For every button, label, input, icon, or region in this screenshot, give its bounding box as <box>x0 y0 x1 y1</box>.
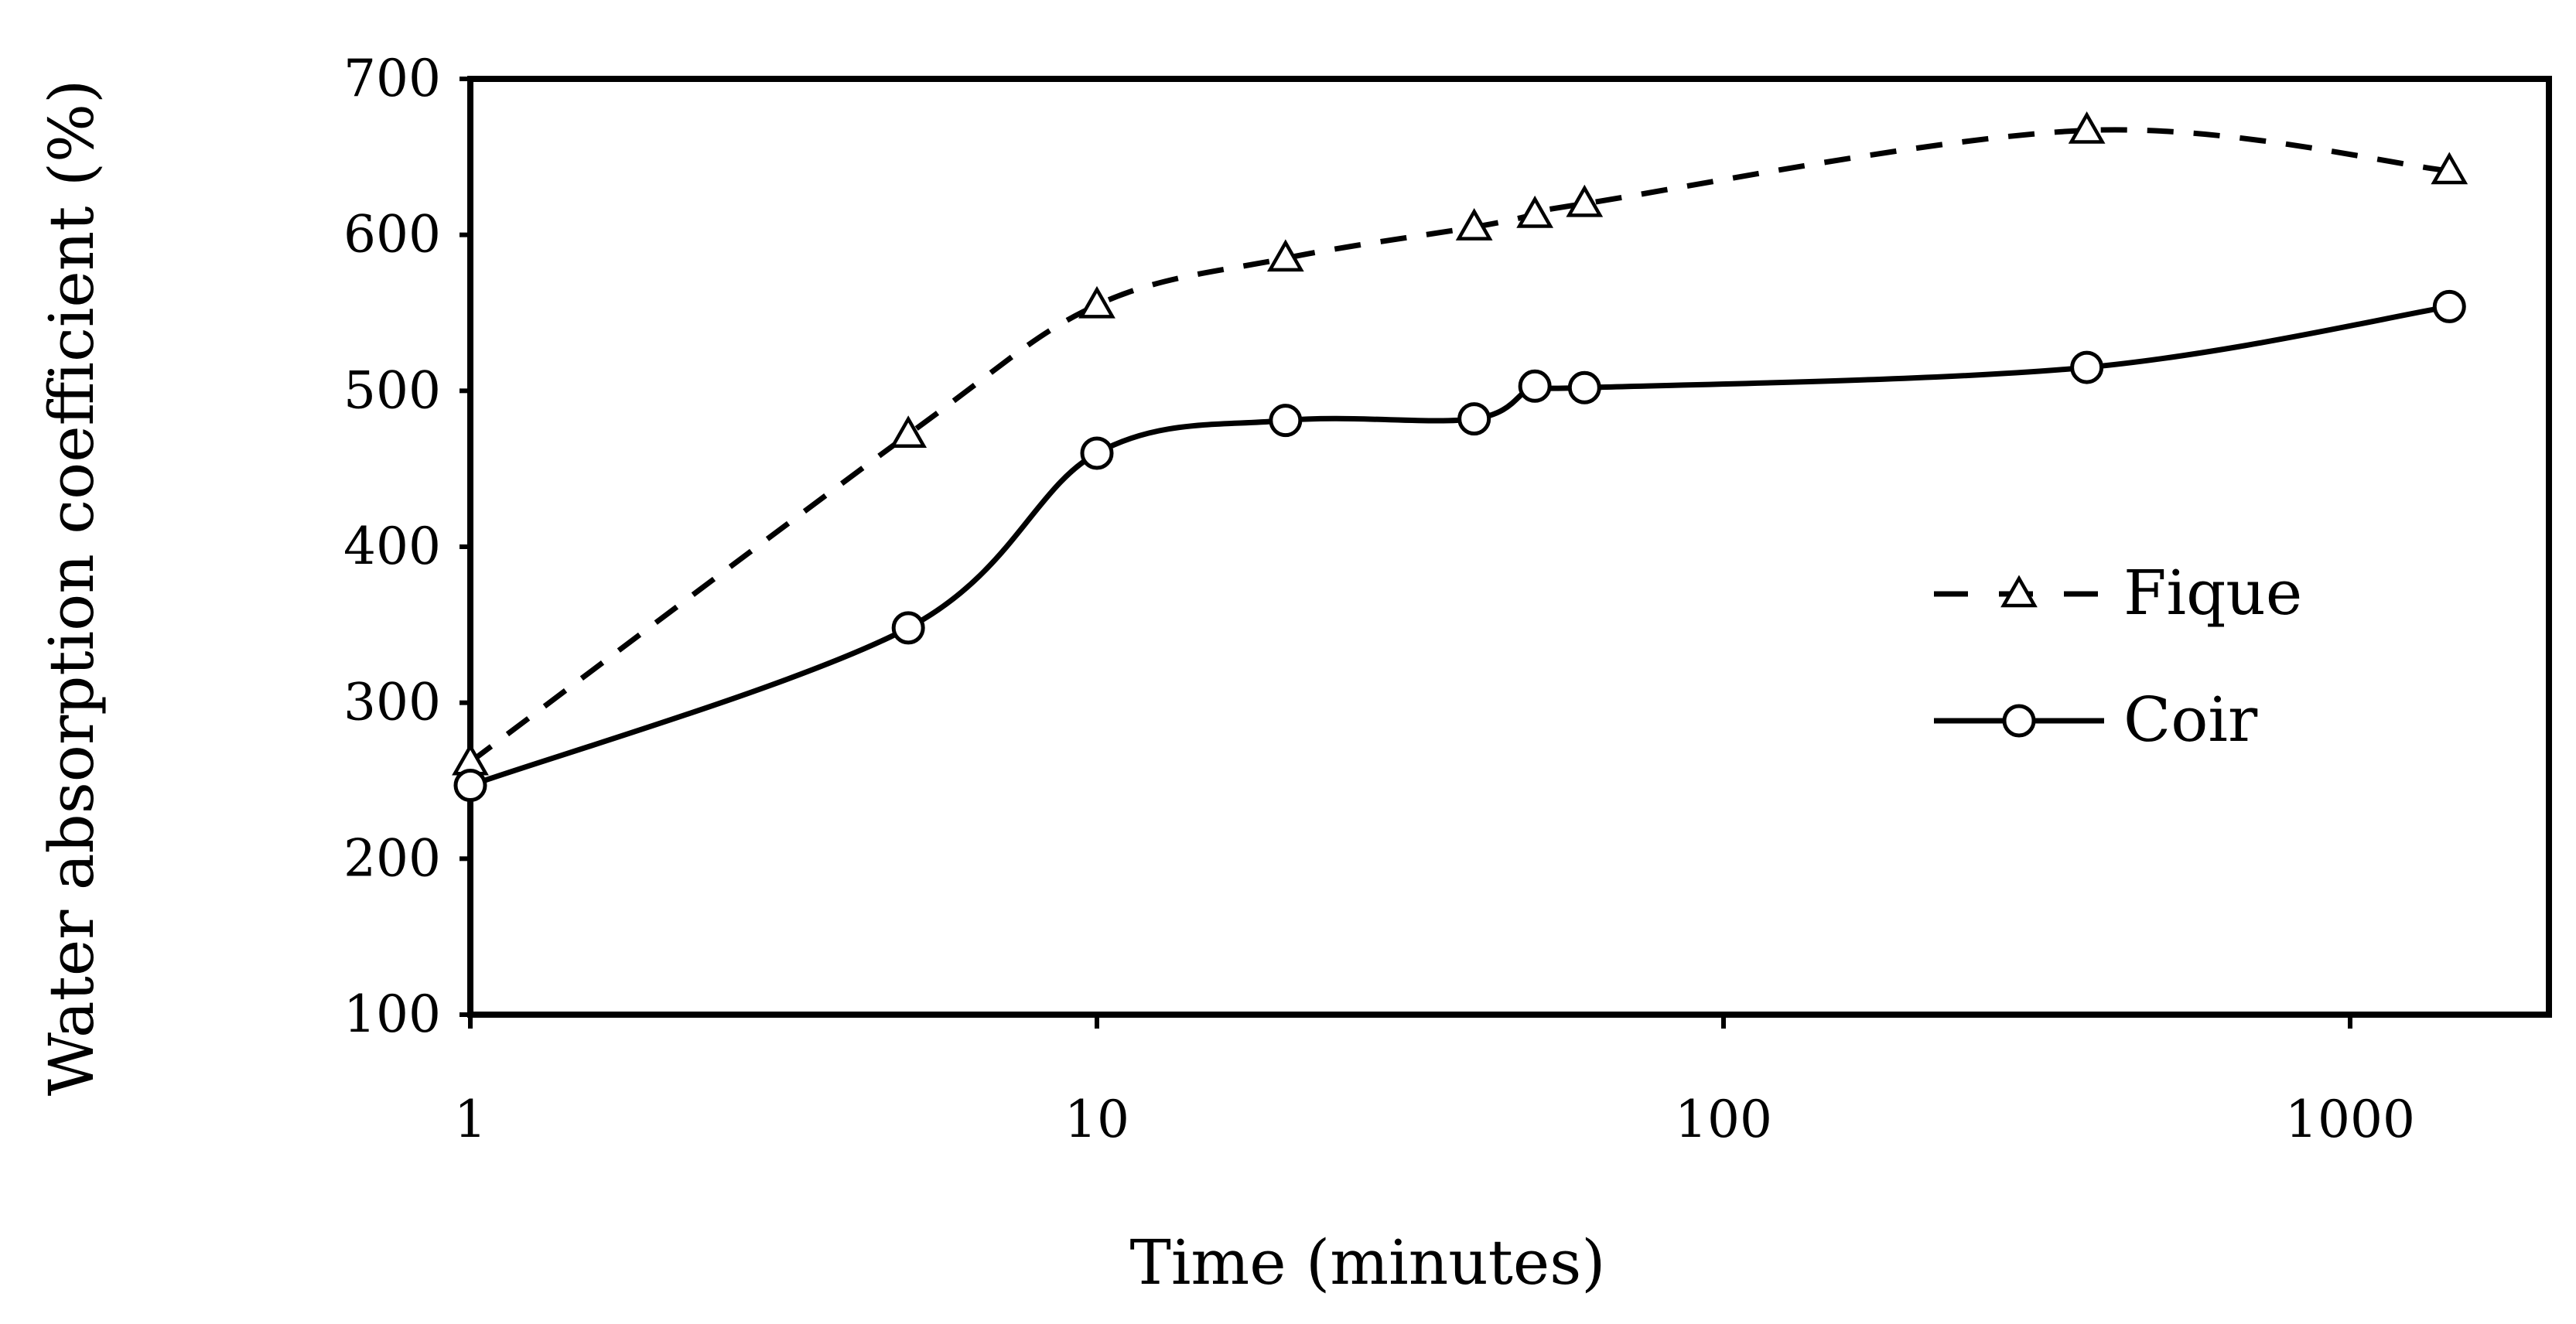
y-tick-label: 200 <box>343 828 441 888</box>
data-point-coir <box>1269 404 1303 438</box>
legend-label-coir: Coir <box>2123 684 2258 756</box>
data-point-fique <box>2068 111 2106 144</box>
data-point-fique <box>1566 184 1604 217</box>
data-point-coir <box>1567 370 1601 404</box>
series-fique <box>452 111 2468 776</box>
plot-area <box>467 76 2552 1018</box>
series-group <box>452 111 2468 803</box>
data-point-coir <box>1518 369 1552 403</box>
data-point-coir <box>2070 350 2104 384</box>
y-tick-label: 600 <box>343 205 441 264</box>
data-point-fique <box>1516 195 1554 228</box>
data-point-coir <box>1457 402 1491 436</box>
x-axis-title: Time (minutes) <box>1129 1227 1605 1298</box>
y-tick-label: 100 <box>343 984 441 1044</box>
data-point-fique <box>1455 208 1493 241</box>
plot-frame <box>467 76 2552 1018</box>
x-tick-label: 1 <box>454 1090 487 1149</box>
data-point-fique <box>2431 152 2468 185</box>
legend: Fique Coir <box>1934 557 2302 756</box>
series-coir <box>453 289 2466 803</box>
data-point-coir <box>2432 289 2466 323</box>
data-point-coir <box>891 611 925 645</box>
data-point-fique <box>890 415 928 449</box>
data-point-fique <box>1266 239 1304 272</box>
legend-marker-coir <box>2002 704 2036 738</box>
y-tick-label: 700 <box>343 49 441 108</box>
y-axis-title: Water absorption coefficient (%) <box>36 80 108 1097</box>
x-tick-label: 1000 <box>2285 1090 2415 1149</box>
x-tick-label: 100 <box>1675 1090 1772 1149</box>
data-point-coir <box>1080 436 1114 470</box>
x-tick-label: 10 <box>1064 1090 1129 1149</box>
legend-marker-fique <box>2000 575 2038 608</box>
series-line-fique <box>468 127 2450 765</box>
legend-label-fique: Fique <box>2123 557 2302 629</box>
y-tick-label: 300 <box>343 673 441 732</box>
y-tick-label: 400 <box>343 517 441 576</box>
data-point-coir <box>453 769 487 803</box>
data-point-fique <box>1078 285 1115 319</box>
y-tick-label: 500 <box>343 360 441 420</box>
axes: 100 200 300 400 500 600 700 1 10 100 1000 <box>343 49 2415 1149</box>
